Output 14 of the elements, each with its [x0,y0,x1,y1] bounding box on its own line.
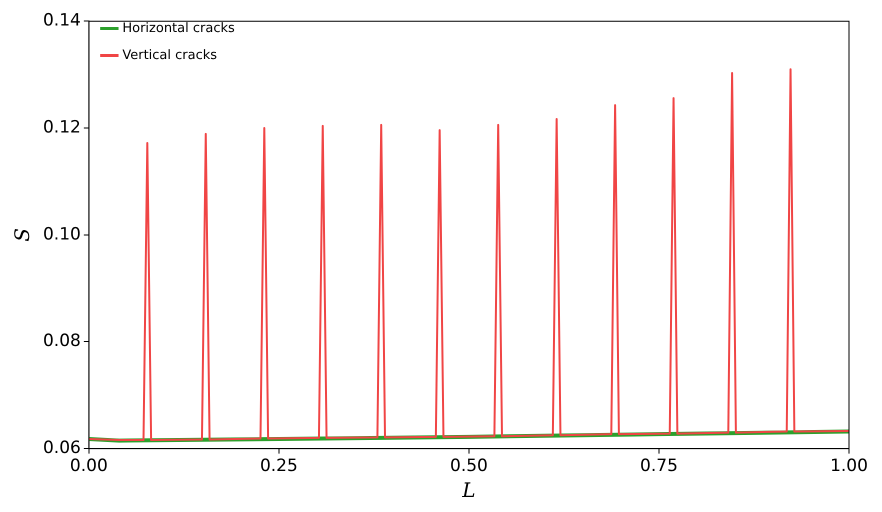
legend-label: Vertical cracks [122,48,218,63]
y-tick-label: 0.14 [42,10,81,31]
y-tick-label: 0.10 [42,224,81,244]
x-tick-label: 0.75 [640,456,678,476]
x-tick-label: 1.00 [830,456,868,476]
x-tick-label: 0.25 [260,456,298,476]
x-tick-label: 0.50 [450,456,488,476]
y-tick-label: 0.06 [42,438,81,458]
legend-label: Horizontal cracks [122,20,235,36]
y-tick-label: 0.12 [42,117,81,138]
x-axis-title: L [461,478,476,502]
y-tick-label: 0.08 [42,331,81,352]
y-axis-title: S [10,228,34,242]
x-tick-label: 0.00 [70,456,108,476]
